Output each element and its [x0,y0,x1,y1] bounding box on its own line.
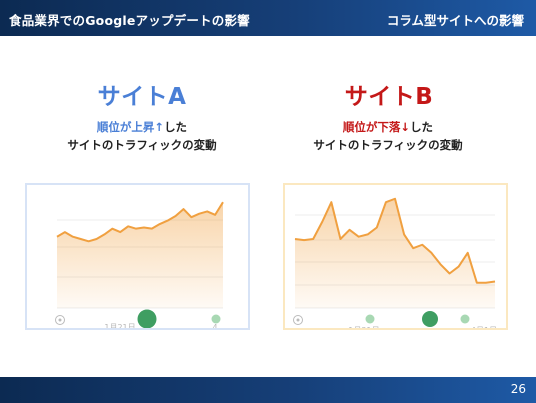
slide-title: 食品業界でのGoogleアップデートの影響 [9,13,250,28]
traffic-area [57,202,223,308]
x-tick-label: 4月1日 [471,326,497,328]
site-b-rank-change: 順位が下落↓した [268,119,508,135]
site-b-subtitle: サイトのトラフィックの変動 [313,138,463,152]
traffic-area [295,198,495,308]
sync-icon-dot [296,318,300,322]
site-a-title: サイトA [97,84,187,110]
page-number: 26 [510,382,526,396]
section-label: コラム型サイトへの影響 [386,13,524,28]
site-a-traffic-chart: 1月21日 4 [25,183,250,330]
site-b-title: サイトB [344,84,434,110]
site-b-chart-svg: 1月21日 4月1日 [293,197,497,328]
sync-icon [55,315,65,325]
site-a-rank-suffix: した [164,120,188,134]
annotation-marker [365,314,375,324]
arrow-down-icon: ↓ [400,120,411,134]
site-a-rank-text: 順位が上昇 [96,120,155,134]
site-a-rank-change: 順位が上昇↑した [22,119,262,135]
x-tick-label: 4 [212,323,217,328]
annotation-marker [137,309,157,328]
annotation-marker [422,311,438,327]
x-tick-label: 1月21日 [348,326,379,328]
annotation-marker [211,314,221,324]
sync-icon [293,315,303,325]
traffic-line [56,201,224,243]
site-b-traffic-chart: 1月21日 4月1日 [283,183,508,330]
site-b-rank-suffix: した [410,120,434,134]
annotation-marker [460,314,470,324]
slide-footer: 26 [0,377,536,403]
site-a-subtitle: サイトのトラフィックの変動 [67,138,217,152]
arrow-up-icon: ↑ [154,120,165,134]
sync-icon-dot [58,318,62,322]
site-b-rank-text: 順位が下落 [342,120,401,134]
x-tick-label: 1月21日 [104,323,135,328]
slide-header: 食品業界でのGoogleアップデートの影響 コラム型サイトへの影響 [0,0,536,36]
site-a-chart-svg: 1月21日 4 [55,201,224,328]
